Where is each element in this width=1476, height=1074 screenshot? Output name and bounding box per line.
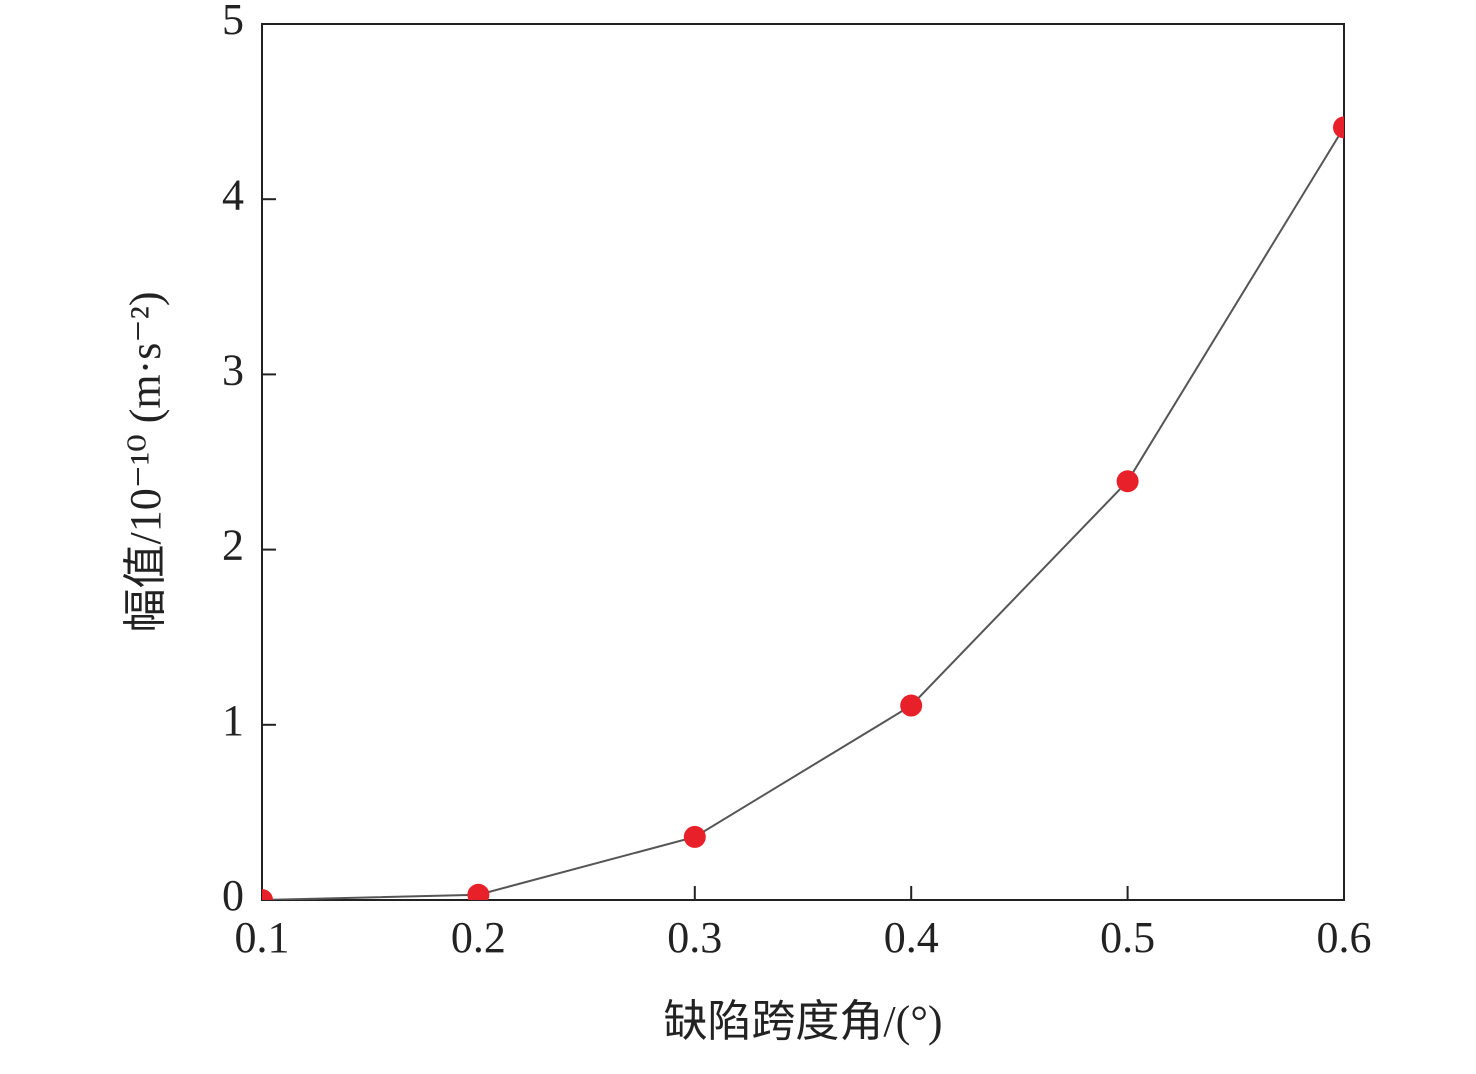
x-tick-label: 0.4 bbox=[884, 913, 939, 962]
y-tick-label: 5 bbox=[222, 0, 244, 44]
x-tick-label: 0.1 bbox=[235, 913, 290, 962]
y-tick-label: 3 bbox=[222, 345, 244, 394]
series-line bbox=[262, 126, 1344, 900]
data-point bbox=[900, 694, 923, 717]
y-axis-label: 幅值/10⁻¹⁰ (m·s⁻²) bbox=[121, 292, 170, 633]
data-point bbox=[262, 889, 273, 900]
data-point bbox=[1333, 116, 1344, 139]
x-tick-label: 0.5 bbox=[1100, 913, 1155, 962]
y-tick-label: 1 bbox=[222, 696, 244, 745]
x-tick-label: 0.3 bbox=[667, 913, 722, 962]
x-tick-label: 0.2 bbox=[451, 913, 506, 962]
x-tick-label: 0.6 bbox=[1317, 913, 1372, 962]
y-tick-label: 4 bbox=[222, 170, 244, 219]
x-axis-label: 缺陷跨度角/(°) bbox=[663, 997, 942, 1046]
y-tick-label: 0 bbox=[222, 871, 244, 920]
data-point bbox=[467, 883, 490, 900]
data-point bbox=[1116, 470, 1139, 493]
plot-area bbox=[262, 116, 1344, 900]
plot-frame bbox=[261, 23, 1345, 901]
y-tick-label: 2 bbox=[222, 521, 244, 570]
data-point bbox=[683, 825, 706, 848]
